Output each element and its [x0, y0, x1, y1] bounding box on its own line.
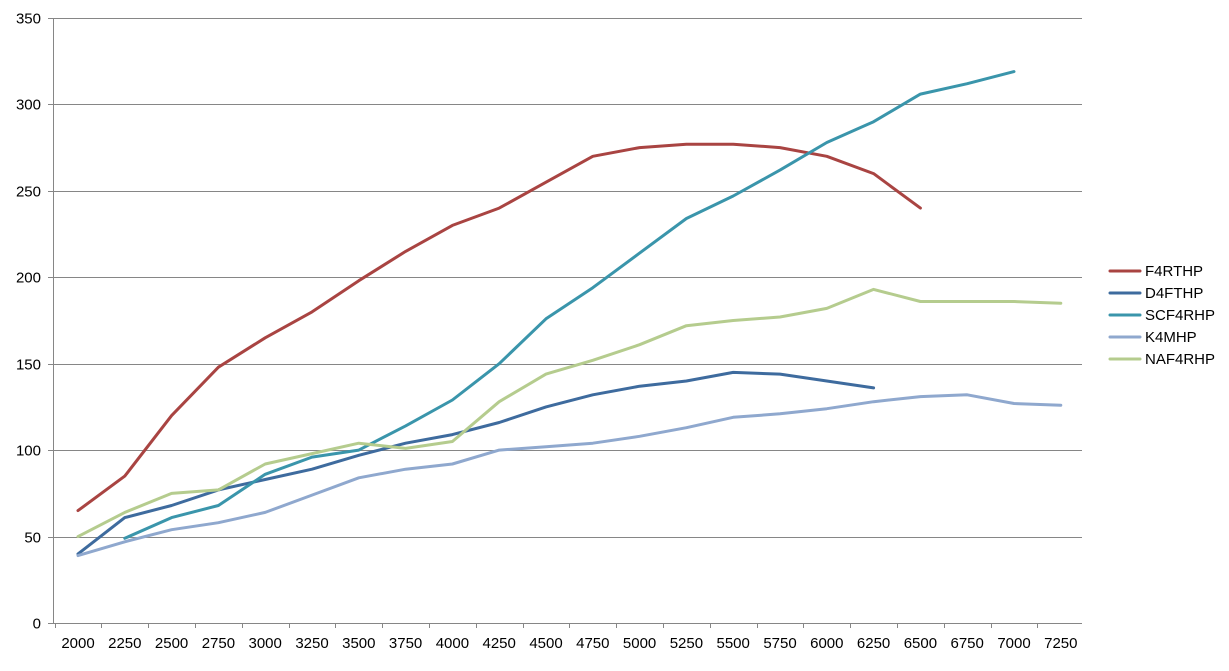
axes: 0 50 100 150 200 250 300 350 2000 2250 2500 2750 300…: [16, 11, 1082, 652]
series-line-f4rthp: [76, 142, 922, 513]
legend-label: F4RTHP: [1145, 263, 1203, 280]
x-tick-label: 5750: [763, 635, 796, 652]
x-tick-label: 7000: [997, 635, 1030, 652]
y-tick-label: 0: [33, 616, 41, 633]
y-tick-label: 100: [16, 443, 41, 460]
legend-label: NAF4RHP: [1145, 351, 1215, 368]
series-line-d4fthp: [76, 370, 876, 556]
x-tick-label: 6750: [951, 635, 984, 652]
x-tick-label: 3250: [295, 635, 328, 652]
x-tick-label: 4750: [576, 635, 609, 652]
x-tick-label: 6500: [904, 635, 937, 652]
y-tick-label: 300: [16, 97, 41, 114]
x-tick-label: 5000: [623, 635, 656, 652]
x-tick-label: 5500: [717, 635, 750, 652]
x-tick-label: 6000: [810, 635, 843, 652]
x-tick-label: 2750: [202, 635, 235, 652]
y-tick-label: 200: [16, 270, 41, 287]
x-tick-label: 3000: [249, 635, 282, 652]
legend: F4RTHP D4FTHP SCF4RHP K4MHP NAF4RHP: [1108, 263, 1215, 368]
y-tick-label: 250: [16, 184, 41, 201]
legend-label: SCF4RHP: [1145, 307, 1215, 324]
series-line-naf4rhp: [76, 287, 1063, 539]
y-tick-label: 350: [16, 11, 41, 28]
x-tick-label: 2500: [155, 635, 188, 652]
x-tick-label: 6250: [857, 635, 890, 652]
legend-label: K4MHP: [1145, 329, 1197, 346]
y-tick-label: 150: [16, 357, 41, 374]
series-line-scf4rhp: [123, 70, 1016, 540]
x-tick-label: 4500: [529, 635, 562, 652]
y-tick-label: 50: [24, 530, 41, 547]
x-tick-label: 3500: [342, 635, 375, 652]
x-tick-label: 2000: [61, 635, 94, 652]
series-lines: [76, 70, 1063, 558]
x-tick-label: 7250: [1044, 635, 1077, 652]
gridlines: [53, 18, 1082, 538]
legend-label: D4FTHP: [1145, 285, 1203, 302]
series-line-k4mhp: [76, 393, 1063, 558]
x-tick-label: 4250: [483, 635, 516, 652]
x-tick-label: 2250: [108, 635, 141, 652]
x-tick-label: 3750: [389, 635, 422, 652]
x-tick-label: 4000: [436, 635, 469, 652]
x-tick-label: 5250: [670, 635, 703, 652]
